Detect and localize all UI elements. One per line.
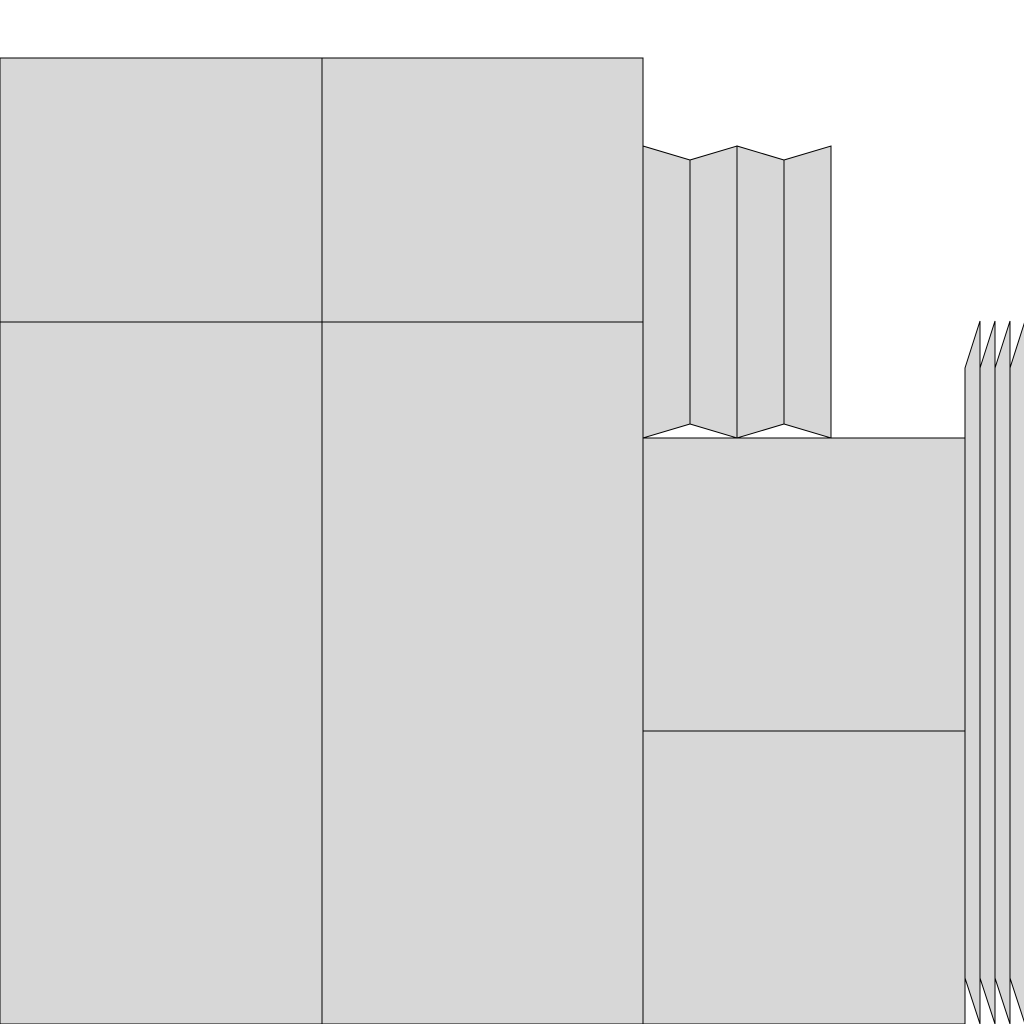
side-strip-3 (994, 320, 1011, 1024)
panel-right-upper (642, 437, 966, 732)
panel-right-lower (642, 730, 966, 1024)
panel-top-left (0, 57, 323, 323)
fold-panel-1 (642, 145, 691, 439)
side-strip-1 (964, 320, 981, 1024)
panel-bottom-left (0, 321, 323, 1024)
fold-panel-4 (783, 145, 832, 439)
side-strip-4 (1009, 322, 1024, 1023)
side-strip-2 (979, 320, 996, 1024)
panel-top-middle (321, 57, 644, 323)
fold-panel-3 (736, 145, 785, 439)
fold-panel-2 (689, 145, 738, 439)
panel-bottom-middle (321, 321, 644, 1024)
